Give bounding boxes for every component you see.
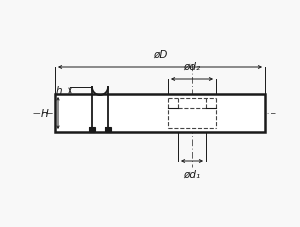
Text: ød₂: ød₂ — [183, 62, 201, 72]
Bar — [55, 95, 265, 132]
Bar — [105, 127, 111, 132]
Text: ød₁: ød₁ — [183, 169, 201, 179]
Text: H: H — [40, 109, 48, 118]
Bar — [105, 127, 111, 132]
Text: øD: øD — [153, 50, 167, 60]
Text: h: h — [56, 86, 62, 96]
Bar — [89, 127, 95, 132]
Bar — [89, 127, 95, 132]
